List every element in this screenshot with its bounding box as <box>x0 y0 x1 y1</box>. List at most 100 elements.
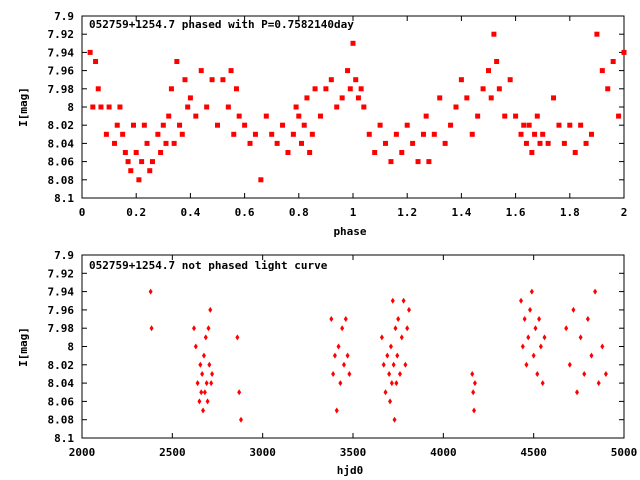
phased-data-point <box>339 95 345 101</box>
phased-y-tick-label: 8.04 <box>48 137 75 150</box>
unphased-data-point <box>388 343 393 350</box>
phased-data-point <box>144 140 150 146</box>
phased-data-point <box>404 122 410 128</box>
phased-data-point <box>130 122 136 128</box>
phased-y-tick-label: 8 <box>67 101 74 114</box>
phased-data-point <box>304 95 310 101</box>
phased-data-point <box>301 122 307 128</box>
unphased-data-point <box>200 370 205 377</box>
phased-data-point <box>551 95 557 101</box>
phased-data-point <box>125 159 131 165</box>
phased-data-point <box>377 122 383 128</box>
phased-data-point <box>453 104 459 110</box>
phased-data-point <box>588 131 594 137</box>
phased-data-point <box>372 150 378 155</box>
unphased-data-point <box>522 316 527 323</box>
phased-data-point <box>431 131 437 137</box>
phased-x-tick-label: 1.4 <box>451 206 471 219</box>
phased-x-tick-label: 0.4 <box>180 206 200 219</box>
phased-data-point <box>177 122 183 128</box>
phased-data-point <box>136 177 142 183</box>
unphased-data-point <box>199 389 204 396</box>
unphased-data-point <box>195 380 200 387</box>
phased-x-tick-label: 2 <box>621 206 628 219</box>
phased-data-point <box>366 131 372 137</box>
phased-data-point <box>106 104 112 110</box>
unphased-data-point <box>207 361 212 368</box>
unphased-data-point <box>535 370 540 377</box>
unphased-data-point <box>197 398 202 405</box>
unphased-data-point <box>524 361 529 368</box>
phased-data-point <box>299 140 305 146</box>
phased-data-point <box>252 131 258 137</box>
phased-data-point <box>307 150 313 155</box>
phased-y-tick-label: 8.02 <box>48 119 75 132</box>
unphased-data-point <box>394 380 399 387</box>
phased-data-point <box>328 77 334 83</box>
phased-data-point <box>95 86 101 92</box>
unphased-data-point <box>589 352 594 359</box>
unphased-data-point <box>204 380 209 387</box>
phased-data-point <box>458 77 464 83</box>
phased-data-point <box>545 140 551 146</box>
unphased-data-point <box>383 389 388 396</box>
unphased-data-point <box>528 306 533 313</box>
phased-data-point <box>507 77 513 83</box>
phased-data-point <box>309 131 315 137</box>
unphased-y-tick-label: 7.96 <box>48 304 75 317</box>
phased-x-tick-label: 1.6 <box>506 206 526 219</box>
unphased-data-point <box>381 361 386 368</box>
unphased-data-point <box>593 288 598 295</box>
phased-data-point <box>87 49 93 55</box>
phased-y-axis-label: I[mag] <box>17 87 30 127</box>
unphased-y-tick-label: 8.04 <box>48 377 75 390</box>
phased-data-point <box>464 95 470 101</box>
unphased-data-point <box>571 306 576 313</box>
phased-data-point <box>166 113 172 119</box>
unphased-data-point <box>540 380 545 387</box>
phased-x-tick-label: 0.6 <box>235 206 255 219</box>
phased-data-point <box>350 40 356 46</box>
phased-data-point <box>361 104 367 110</box>
unphased-x-tick-label: 2000 <box>69 446 96 459</box>
phased-data-point <box>594 31 600 37</box>
phased-data-point <box>448 122 454 128</box>
phased-y-tick-label: 7.98 <box>48 83 75 96</box>
phased-data-point <box>139 159 145 165</box>
phased-data-point <box>355 95 361 101</box>
phased-data-point <box>518 131 524 137</box>
unphased-data-point <box>201 407 206 414</box>
unphased-data-point <box>332 352 337 359</box>
unphased-data-point <box>343 316 348 323</box>
phased-data-point <box>393 131 399 137</box>
unphased-y-tick-label: 8.1 <box>54 432 74 445</box>
phased-data-point <box>469 131 475 137</box>
phased-data-point <box>90 104 96 110</box>
phased-data-point <box>410 140 416 146</box>
unphased-data-point <box>205 398 210 405</box>
unphased-data-point <box>470 370 475 377</box>
unphased-y-tick-label: 8.08 <box>48 414 75 427</box>
phased-y-tick-label: 8.06 <box>48 156 75 169</box>
unphased-data-point <box>338 380 343 387</box>
phased-data-point <box>171 140 177 146</box>
phased-data-point <box>160 122 166 128</box>
phased-data-point <box>93 59 99 64</box>
phased-x-tick-label: 1 <box>350 206 357 219</box>
unphased-data-point <box>401 297 406 304</box>
phased-data-point <box>540 131 546 137</box>
unphased-y-tick-label: 7.9 <box>54 249 74 262</box>
phased-data-point <box>193 113 199 119</box>
phased-data-point <box>155 131 161 137</box>
unphased-data-point <box>341 361 346 368</box>
phased-data-point <box>567 122 573 128</box>
unphased-data-point <box>472 407 477 414</box>
phased-data-point <box>122 150 128 155</box>
unphased-data-point <box>331 370 336 377</box>
phased-data-point <box>388 159 394 165</box>
phased-data-point <box>358 86 364 92</box>
phased-data-point <box>128 168 134 174</box>
phased-data-point <box>502 113 508 119</box>
phased-y-tick-label: 7.96 <box>48 65 75 78</box>
unphased-data-point <box>405 325 410 332</box>
